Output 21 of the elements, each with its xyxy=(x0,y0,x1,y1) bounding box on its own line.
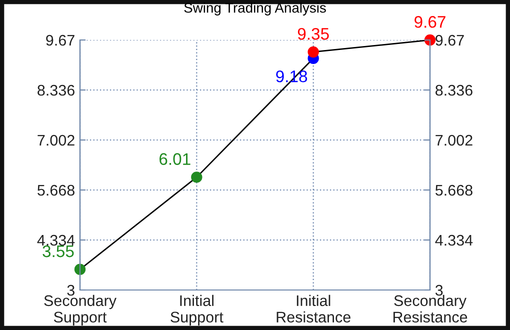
y-tick-label: 9.67 xyxy=(46,34,74,46)
y-tick-label: 8.336 xyxy=(38,84,74,96)
data-label: 9.35 xyxy=(298,28,329,40)
y-tick-label: 3 xyxy=(67,284,74,296)
y2-tick-label: 5.668 xyxy=(435,184,472,196)
x-tick-label: Initial Resistance xyxy=(276,294,350,323)
data-label: 9.67 xyxy=(414,16,446,28)
y2-tick-label: 7.002 xyxy=(436,134,472,146)
chart-title: Swing Trading Analysis xyxy=(184,2,326,16)
y2-tick-label: 9.67 xyxy=(436,34,464,46)
y-tick-label: 4.334 xyxy=(37,234,75,246)
x-tick-label: Initial Support xyxy=(170,294,224,326)
x-tick-label: Secondary Resistance xyxy=(393,294,468,323)
y2-tick-label: 3 xyxy=(435,284,443,296)
y-tick-label: 7.002 xyxy=(38,134,74,146)
y2-tick-label: 8.336 xyxy=(436,84,472,96)
y-tick-label: 5.668 xyxy=(38,184,74,196)
data-label: 3.55 xyxy=(42,245,74,258)
y2-tick-label: 4.334 xyxy=(435,234,473,246)
x-tick-label: Secondary Support xyxy=(44,294,116,326)
data-label: 6.01 xyxy=(160,153,190,165)
